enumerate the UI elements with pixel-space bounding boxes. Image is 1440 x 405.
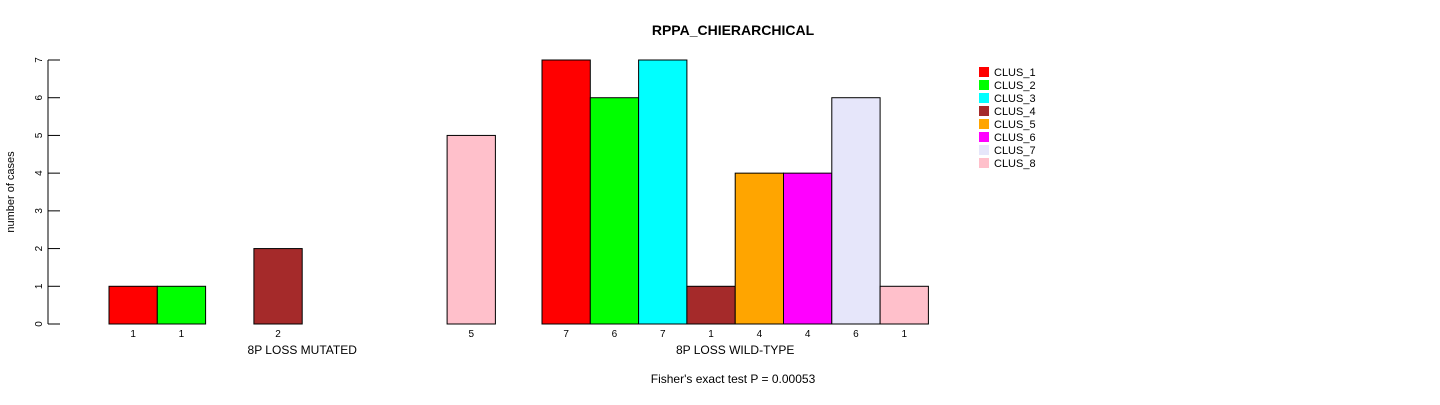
- bar-count-label: 2: [275, 329, 281, 340]
- chart-title: RPPA_CHIERARCHICAL: [652, 22, 815, 38]
- legend-swatch: [979, 119, 989, 129]
- bar-count-label: 7: [660, 329, 666, 340]
- bar-clus-7: [831, 97, 881, 325]
- legend-label: CLUS_5: [994, 119, 1036, 131]
- bar-count-label: 7: [563, 329, 569, 340]
- y-tick-label: 3: [34, 208, 45, 214]
- legend-label: CLUS_2: [994, 80, 1036, 92]
- y-tick-label: 5: [34, 132, 45, 138]
- bars-layer: [108, 59, 929, 325]
- y-tick-label: 0: [34, 321, 45, 327]
- bar-clus-3: [638, 59, 688, 325]
- y-tick-label: 2: [34, 245, 45, 251]
- bar-clus-1: [541, 59, 591, 325]
- y-tick-label: 4: [34, 170, 45, 176]
- bar-clus-6: [783, 172, 833, 325]
- group-label: 8P LOSS MUTATED: [248, 343, 358, 357]
- legend-label: CLUS_3: [994, 93, 1036, 105]
- bar-clus-8: [446, 134, 496, 325]
- legend-label: CLUS_1: [994, 67, 1036, 79]
- bar-count-label: 6: [853, 329, 859, 340]
- bar-clus-5: [734, 172, 785, 325]
- count-labels-layer: 1 1 2 5 7 6 7 1 4 4 6 1: [130, 329, 907, 340]
- bar-clus-8: [879, 285, 929, 325]
- legend-swatch: [979, 132, 989, 142]
- legend-swatch: [979, 80, 989, 90]
- legend-swatch: [979, 93, 989, 103]
- bar-clus-4: [686, 285, 736, 325]
- bar-count-label: 6: [612, 329, 618, 340]
- legend-swatch: [979, 106, 989, 116]
- bar-count-label: 1: [179, 329, 185, 340]
- bar-clus-2: [156, 285, 207, 325]
- bar-clus-4: [253, 248, 303, 325]
- legend-swatch: [979, 145, 989, 155]
- legend-label: CLUS_6: [994, 132, 1036, 144]
- bar-count-label: 1: [130, 329, 136, 340]
- legend-swatch: [979, 158, 989, 168]
- y-tick-label: 1: [34, 283, 45, 289]
- bar-count-label: 4: [757, 329, 763, 340]
- bar-count-label: 1: [901, 329, 907, 340]
- fisher-test-footnote: Fisher's exact test P = 0.00053: [651, 372, 816, 386]
- group-labels-layer: 8P LOSS MUTATED 8P LOSS WILD-TYPE: [248, 343, 795, 357]
- legend: CLUS_1CLUS_2CLUS_3CLUS_4CLUS_5CLUS_6CLUS…: [979, 67, 1036, 170]
- group-label: 8P LOSS WILD-TYPE: [676, 343, 794, 357]
- bar-clus-1: [108, 285, 158, 325]
- legend-label: CLUS_8: [994, 158, 1036, 170]
- y-tick-label: 7: [34, 57, 45, 63]
- legend-label: CLUS_4: [994, 106, 1036, 118]
- bar-count-label: 1: [708, 329, 714, 340]
- legend-swatch: [979, 67, 989, 77]
- legend-label: CLUS_7: [994, 145, 1036, 157]
- y-tick-label: 6: [34, 94, 45, 100]
- y-axis: 0 1 2 3 4 5 6 7: [34, 57, 60, 327]
- y-axis-label: number of cases: [5, 151, 17, 233]
- bar-count-label: 5: [468, 329, 474, 340]
- bar-count-label: 4: [805, 329, 811, 340]
- bar-clus-2: [589, 97, 640, 325]
